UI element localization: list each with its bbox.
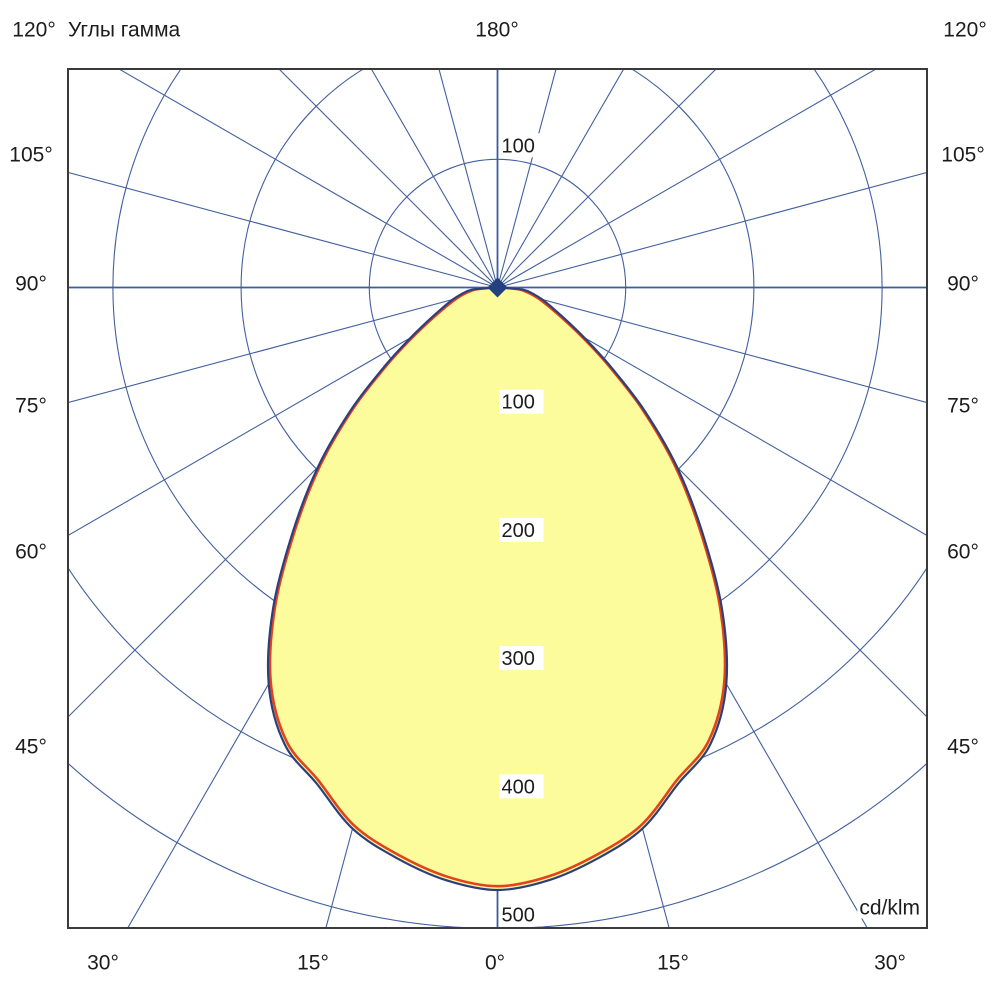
gamma-angle-label-top: 120° xyxy=(943,18,987,42)
gamma-angle-label-left: 45° xyxy=(15,735,47,759)
gamma-angle-label-bottom: 30° xyxy=(87,951,119,975)
grid-ray-225 xyxy=(278,69,498,288)
gamma-angle-label-right: 90° xyxy=(947,272,979,296)
radial-tick-label: 100 xyxy=(502,135,535,157)
gamma-angle-label-bottom: 15° xyxy=(297,951,329,975)
tick-label-bg xyxy=(499,902,544,927)
grid-ray-75 xyxy=(497,286,927,404)
gamma-angle-label-left: 105° xyxy=(9,143,53,167)
plot-frame xyxy=(67,68,928,929)
grid-ray-285 xyxy=(68,286,498,404)
radial-tick-label: 200 xyxy=(502,520,535,542)
gamma-angle-label-bottom: 0° xyxy=(484,951,506,975)
radial-tick-labels: 100 100 200 300 400 500 xyxy=(499,133,544,927)
grid-ray-135 xyxy=(497,69,717,288)
grid-ray-120 xyxy=(497,69,878,288)
radial-tick-label: 500 xyxy=(502,905,535,927)
gamma-angle-label-right: 75° xyxy=(947,394,979,418)
gamma-angle-label-right: 105° xyxy=(941,143,985,167)
gamma-angle-label-right: 60° xyxy=(947,540,979,564)
gamma-angle-label-left: 75° xyxy=(15,394,47,418)
gamma-angle-label-left: 60° xyxy=(15,540,47,564)
gamma-angle-label-right: 45° xyxy=(947,735,979,759)
radial-unit-label: cd/klm xyxy=(857,896,922,920)
gamma-angle-label-left: 90° xyxy=(15,272,47,296)
grid-ray-195 xyxy=(438,69,499,288)
gamma-angle-label-bottom: 30° xyxy=(874,951,906,975)
radial-tick-label: 400 xyxy=(502,776,535,798)
grid-ray-210 xyxy=(370,69,498,288)
grid-ray-255 xyxy=(68,171,498,289)
tick-label-bg xyxy=(499,133,544,158)
tick-label-bg xyxy=(499,389,544,414)
gamma-angle-label-top: 180° xyxy=(475,18,519,42)
chart-title: Углы гамма xyxy=(68,18,181,42)
intensity-curve-blue xyxy=(266,286,729,892)
radial-tick-label: 100 xyxy=(502,392,535,414)
center-marker xyxy=(487,277,508,298)
tick-label-bg xyxy=(499,646,544,671)
grid-ray-60 xyxy=(497,287,927,537)
tick-label-bg xyxy=(499,774,544,799)
intensity-fill xyxy=(268,287,727,890)
grid-ray-240 xyxy=(117,69,498,288)
tick-label-bg xyxy=(499,517,544,542)
grid-ray-105 xyxy=(497,171,927,289)
gamma-angle-label-bottom: 15° xyxy=(657,951,689,975)
radial-tick-label: 300 xyxy=(502,648,535,670)
gamma-angle-label-top: 120° xyxy=(12,18,56,42)
grid-ray-150 xyxy=(497,69,625,288)
grid-ray-300 xyxy=(68,287,498,537)
intensity-curves xyxy=(266,286,729,892)
